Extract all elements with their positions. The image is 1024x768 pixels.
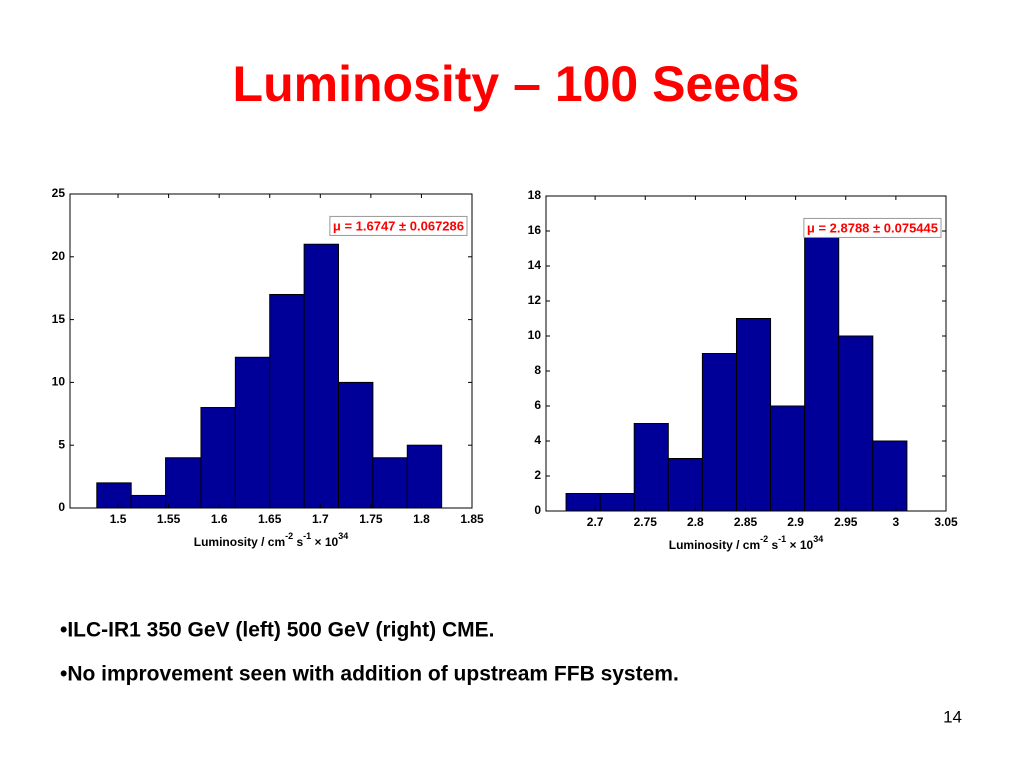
bar	[338, 381, 374, 509]
x-tick-label: 1.7	[312, 512, 329, 526]
bar	[96, 482, 132, 509]
bullet: •No improvement seen with addition of up…	[60, 663, 679, 686]
x-tick-label: 2.85	[734, 515, 758, 529]
y-tick-label: 15	[52, 312, 66, 326]
y-tick-label: 16	[528, 223, 542, 237]
annotation-box	[803, 217, 942, 238]
x-axis-label-part: × 10	[311, 535, 338, 549]
bar	[406, 444, 443, 509]
page-number: 14	[943, 707, 962, 726]
y-tick-label: 12	[528, 293, 542, 307]
bar	[804, 230, 840, 512]
x-tick-label: 1.8	[413, 512, 430, 526]
y-tick-label: 25	[52, 186, 66, 200]
bar	[633, 423, 669, 512]
y-tick-label: 4	[534, 433, 541, 447]
bar	[130, 494, 167, 509]
y-tick-label: 10	[52, 375, 66, 389]
annotation: μ = 2.8788 ± 0.075445	[807, 220, 938, 235]
x-axis-label-part: -2	[285, 531, 293, 541]
y-tick-label: 10	[528, 328, 542, 342]
x-tick-label: 2.8	[687, 515, 704, 529]
bar	[234, 356, 271, 509]
x-tick-label: 2.95	[834, 515, 858, 529]
slide-title: Luminosity – 100 Seeds	[233, 56, 800, 112]
x-tick-label: 2.75	[634, 515, 658, 529]
y-tick-label: 6	[534, 398, 541, 412]
x-axis-label: Luminosity / cm-2 s-1 × 1034	[194, 531, 348, 549]
bar	[770, 405, 806, 512]
axes-box	[545, 195, 947, 512]
x-axis-label-part: -2	[760, 534, 768, 544]
y-tick-label: 5	[58, 437, 65, 451]
annotation-box	[329, 215, 468, 236]
x-tick-label: 1.85	[460, 512, 484, 526]
bar	[165, 457, 202, 509]
x-tick-label: 1.65	[258, 512, 282, 526]
x-tick-label: 3	[893, 515, 900, 529]
x-tick-label: 1.6	[211, 512, 228, 526]
bar	[200, 407, 236, 509]
x-axis-label-part: 34	[813, 534, 823, 544]
x-axis-label-part: Luminosity / cm	[669, 538, 760, 552]
y-tick-label: 18	[528, 188, 542, 202]
bar	[735, 318, 772, 512]
bar	[701, 353, 737, 512]
bar	[599, 493, 635, 512]
x-axis-label-part: s	[293, 535, 303, 549]
bar	[872, 440, 908, 512]
y-tick-label: 2	[534, 468, 541, 482]
x-axis-label-part: × 10	[786, 538, 813, 552]
x-tick-label: 2.7	[587, 515, 604, 529]
y-tick-label: 20	[52, 249, 66, 263]
bar	[303, 243, 340, 509]
x-axis-label: Luminosity / cm-2 s-1 × 1034	[669, 534, 823, 552]
x-tick-label: 1.55	[157, 512, 181, 526]
bar	[667, 458, 703, 512]
x-tick-label: 1.75	[359, 512, 383, 526]
x-tick-label: 2.9	[787, 515, 804, 529]
y-tick-label: 0	[58, 500, 65, 514]
bullet: •ILC-IR1 350 GeV (left) 500 GeV (right) …	[60, 619, 494, 642]
y-tick-label: 8	[534, 363, 541, 377]
bar	[372, 457, 408, 509]
bar	[269, 293, 305, 509]
y-tick-label: 14	[528, 258, 542, 272]
x-axis-label-part: 34	[338, 531, 348, 541]
axes-box	[69, 193, 473, 509]
x-axis-label-part: s	[768, 538, 778, 552]
bar	[838, 335, 874, 512]
x-axis-label-part: -1	[303, 531, 311, 541]
x-tick-label: 3.05	[934, 515, 958, 529]
x-axis-label-part: -1	[778, 534, 786, 544]
x-axis-label-part: Luminosity / cm	[194, 535, 285, 549]
y-tick-label: 0	[534, 503, 541, 517]
x-tick-label: 1.5	[110, 512, 127, 526]
annotation: μ = 1.6747 ± 0.067286	[333, 218, 464, 233]
